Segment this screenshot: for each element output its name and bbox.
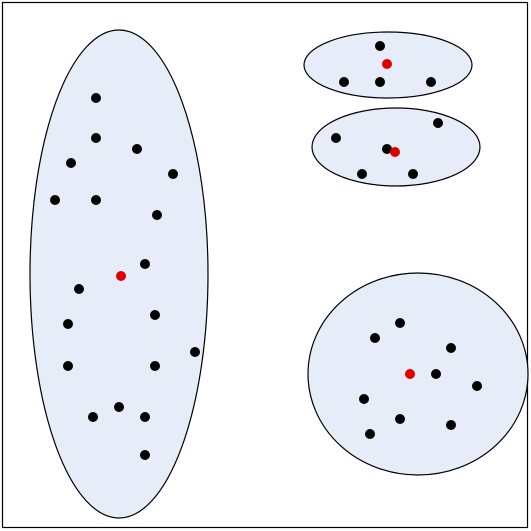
data-point: [446, 343, 456, 353]
data-point: [370, 333, 380, 343]
data-point: [50, 195, 60, 205]
data-point: [140, 259, 150, 269]
data-point: [74, 284, 84, 294]
tall-ellipse-cluster-points: [50, 93, 200, 460]
data-point: [382, 144, 392, 154]
centroid-point: [390, 147, 400, 157]
top-right-ellipse-cluster-points: [339, 41, 436, 87]
data-point: [408, 169, 418, 179]
data-point: [168, 169, 178, 179]
centroid-point: [382, 59, 392, 69]
data-point: [365, 429, 375, 439]
middle-right-ellipse-cluster-shape: [311, 107, 481, 187]
data-point: [190, 347, 200, 357]
data-point: [375, 41, 385, 51]
data-point: [375, 77, 385, 87]
data-point: [431, 369, 441, 379]
data-point: [433, 118, 443, 128]
data-point: [114, 402, 124, 412]
data-point: [63, 319, 73, 329]
data-point: [150, 361, 160, 371]
data-point: [446, 420, 456, 430]
centroid-point: [116, 271, 126, 281]
data-point: [395, 414, 405, 424]
data-point: [150, 310, 160, 320]
data-point: [66, 158, 76, 168]
circle-cluster-points: [359, 318, 482, 439]
data-point: [331, 133, 341, 143]
data-point: [357, 169, 367, 179]
data-point: [395, 318, 405, 328]
data-point: [140, 450, 150, 460]
data-point: [91, 93, 101, 103]
middle-right-ellipse-cluster-points: [331, 118, 443, 179]
data-point: [132, 144, 142, 154]
data-point: [426, 77, 436, 87]
data-point: [140, 412, 150, 422]
data-point: [63, 361, 73, 371]
data-point: [359, 394, 369, 404]
data-point: [152, 210, 162, 220]
data-point: [88, 412, 98, 422]
circle-cluster-shape: [307, 272, 529, 476]
data-point: [91, 133, 101, 143]
data-point: [339, 77, 349, 87]
cluster-shapes: [29, 29, 529, 519]
data-point: [472, 381, 482, 391]
data-point: [91, 195, 101, 205]
centroid-point: [405, 369, 415, 379]
